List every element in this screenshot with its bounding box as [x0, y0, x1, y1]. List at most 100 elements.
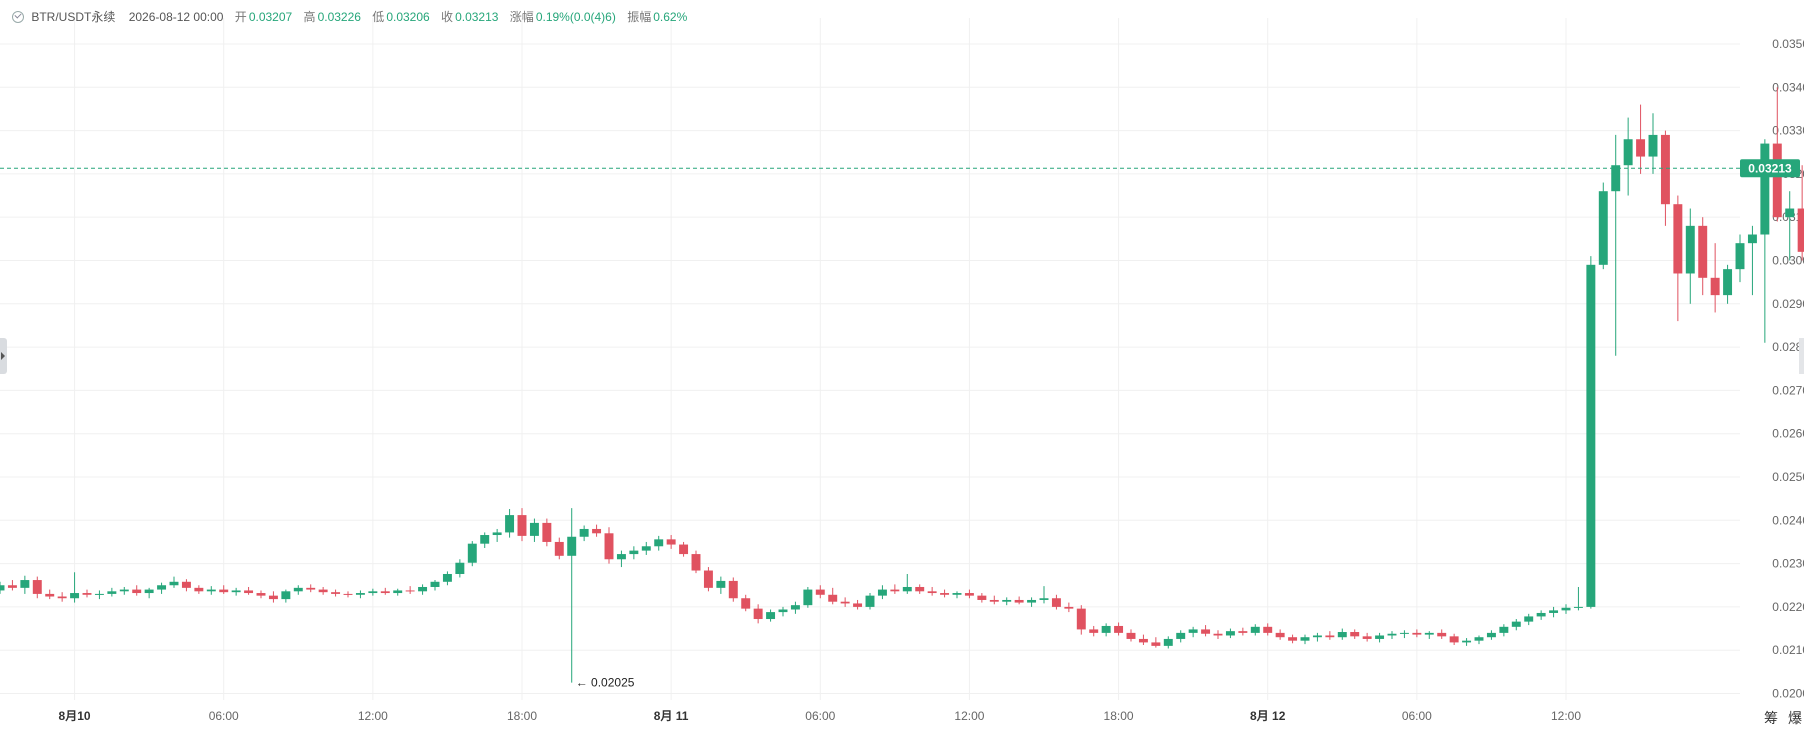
candle[interactable] — [579, 525, 589, 542]
candle[interactable] — [281, 589, 291, 603]
candle[interactable] — [1723, 264, 1733, 304]
chip-distribution-button[interactable]: 筹 — [1764, 710, 1778, 726]
candle[interactable] — [1051, 594, 1061, 610]
candle[interactable] — [927, 586, 937, 596]
candle[interactable] — [1611, 134, 1621, 356]
candle[interactable] — [45, 589, 55, 600]
candle[interactable] — [1201, 625, 1211, 637]
candle[interactable] — [306, 584, 316, 593]
candle[interactable] — [1325, 631, 1335, 640]
candle[interactable] — [679, 541, 689, 557]
candle[interactable] — [1710, 243, 1720, 313]
candle[interactable] — [1399, 630, 1409, 639]
symbol-label[interactable]: BTR/USDT永续 — [31, 10, 116, 24]
candle[interactable] — [430, 580, 440, 591]
candle[interactable] — [915, 584, 925, 594]
candle[interactable] — [1151, 637, 1161, 648]
candle[interactable] — [753, 604, 763, 624]
candle[interactable] — [418, 584, 428, 595]
candle[interactable] — [703, 567, 713, 592]
candle[interactable] — [293, 585, 303, 595]
candle[interactable] — [1337, 628, 1347, 640]
candle[interactable] — [964, 589, 974, 599]
candle[interactable] — [318, 586, 328, 595]
candle[interactable] — [716, 576, 726, 594]
candle[interactable] — [1623, 117, 1633, 196]
candle[interactable] — [1673, 195, 1683, 322]
candle[interactable] — [144, 587, 154, 599]
candle[interactable] — [1437, 629, 1447, 639]
candle[interactable] — [1288, 634, 1298, 644]
candle[interactable] — [20, 575, 30, 594]
candle[interactable] — [840, 597, 850, 607]
left-panel-toggle[interactable] — [0, 338, 7, 374]
candle[interactable] — [256, 590, 266, 599]
candle[interactable] — [505, 509, 515, 538]
candle[interactable] — [604, 527, 614, 564]
candle[interactable] — [666, 535, 676, 549]
candle[interactable] — [940, 589, 950, 598]
candle[interactable] — [728, 577, 738, 602]
candle[interactable] — [57, 592, 67, 602]
candle[interactable] — [1250, 624, 1260, 636]
candle[interactable] — [244, 586, 254, 595]
candle[interactable] — [107, 587, 117, 597]
candle[interactable] — [480, 532, 490, 549]
candle[interactable] — [355, 590, 365, 599]
candle[interactable] — [790, 601, 800, 614]
candle[interactable] — [902, 573, 912, 594]
candle[interactable] — [1375, 632, 1385, 643]
candle[interactable] — [1101, 623, 1111, 637]
candle[interactable] — [952, 591, 962, 599]
candle[interactable] — [1648, 113, 1658, 174]
candle[interactable] — [1412, 629, 1422, 638]
candle[interactable] — [1636, 104, 1646, 174]
candle[interactable] — [1685, 208, 1695, 304]
candle[interactable] — [1499, 624, 1509, 637]
candle[interactable] — [1511, 619, 1521, 631]
right-panel-handle[interactable] — [1799, 338, 1804, 374]
candle[interactable] — [1039, 586, 1049, 604]
candle[interactable] — [1486, 630, 1496, 640]
candle[interactable] — [181, 579, 191, 592]
candle[interactable] — [1797, 165, 1804, 261]
candle[interactable] — [157, 582, 167, 594]
candle[interactable] — [554, 537, 564, 560]
candle[interactable] — [0, 581, 5, 594]
candle[interactable] — [1785, 191, 1795, 261]
candle[interactable] — [455, 559, 465, 578]
candle[interactable] — [343, 591, 353, 598]
candle[interactable] — [467, 541, 477, 567]
candle[interactable] — [94, 590, 104, 600]
candle[interactable] — [1300, 634, 1310, 645]
candle[interactable] — [231, 587, 241, 596]
candle[interactable] — [1027, 597, 1037, 607]
candle[interactable] — [542, 518, 552, 547]
candle[interactable] — [865, 593, 875, 610]
candle[interactable] — [803, 586, 813, 608]
candle[interactable] — [1263, 623, 1273, 636]
candle[interactable] — [1312, 632, 1322, 642]
candle[interactable] — [828, 587, 838, 605]
candle[interactable] — [1114, 622, 1124, 636]
candle[interactable] — [492, 528, 502, 542]
candle[interactable] — [1213, 630, 1223, 639]
liquidation-button[interactable]: 爆 — [1788, 710, 1802, 726]
candle[interactable] — [169, 576, 179, 588]
candle[interactable] — [380, 587, 390, 595]
candle[interactable] — [1163, 636, 1173, 649]
candle[interactable] — [1449, 633, 1459, 646]
candle[interactable] — [1735, 234, 1745, 283]
candle[interactable] — [442, 571, 452, 586]
candle[interactable] — [654, 535, 664, 551]
candle[interactable] — [1536, 610, 1546, 620]
candle[interactable] — [405, 586, 415, 594]
candle[interactable] — [1076, 605, 1086, 635]
candle[interactable] — [1387, 631, 1397, 639]
candle[interactable] — [1014, 596, 1024, 605]
candle[interactable] — [1188, 626, 1198, 638]
candle[interactable] — [1660, 130, 1670, 226]
candle[interactable] — [1362, 632, 1372, 642]
candle[interactable] — [331, 589, 341, 597]
candle[interactable] — [815, 585, 825, 599]
